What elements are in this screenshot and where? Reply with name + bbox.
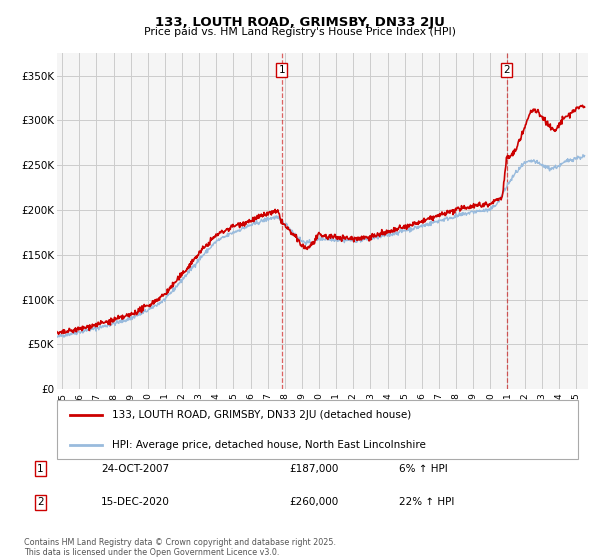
- Text: 2: 2: [503, 65, 510, 75]
- Text: 133, LOUTH ROAD, GRIMSBY, DN33 2JU: 133, LOUTH ROAD, GRIMSBY, DN33 2JU: [155, 16, 445, 29]
- Text: 1: 1: [37, 464, 44, 474]
- Text: £187,000: £187,000: [289, 464, 338, 474]
- Text: 22% ↑ HPI: 22% ↑ HPI: [400, 497, 455, 507]
- Text: Contains HM Land Registry data © Crown copyright and database right 2025.
This d: Contains HM Land Registry data © Crown c…: [24, 538, 336, 557]
- Text: 15-DEC-2020: 15-DEC-2020: [101, 497, 170, 507]
- Text: Price paid vs. HM Land Registry's House Price Index (HPI): Price paid vs. HM Land Registry's House …: [144, 27, 456, 37]
- Text: HPI: Average price, detached house, North East Lincolnshire: HPI: Average price, detached house, Nort…: [112, 440, 426, 450]
- Text: £260,000: £260,000: [289, 497, 338, 507]
- FancyBboxPatch shape: [56, 400, 578, 459]
- Text: 133, LOUTH ROAD, GRIMSBY, DN33 2JU (detached house): 133, LOUTH ROAD, GRIMSBY, DN33 2JU (deta…: [112, 410, 412, 420]
- Text: 2: 2: [37, 497, 44, 507]
- Text: 1: 1: [278, 65, 285, 75]
- Text: 6% ↑ HPI: 6% ↑ HPI: [400, 464, 448, 474]
- Text: 24-OCT-2007: 24-OCT-2007: [101, 464, 169, 474]
